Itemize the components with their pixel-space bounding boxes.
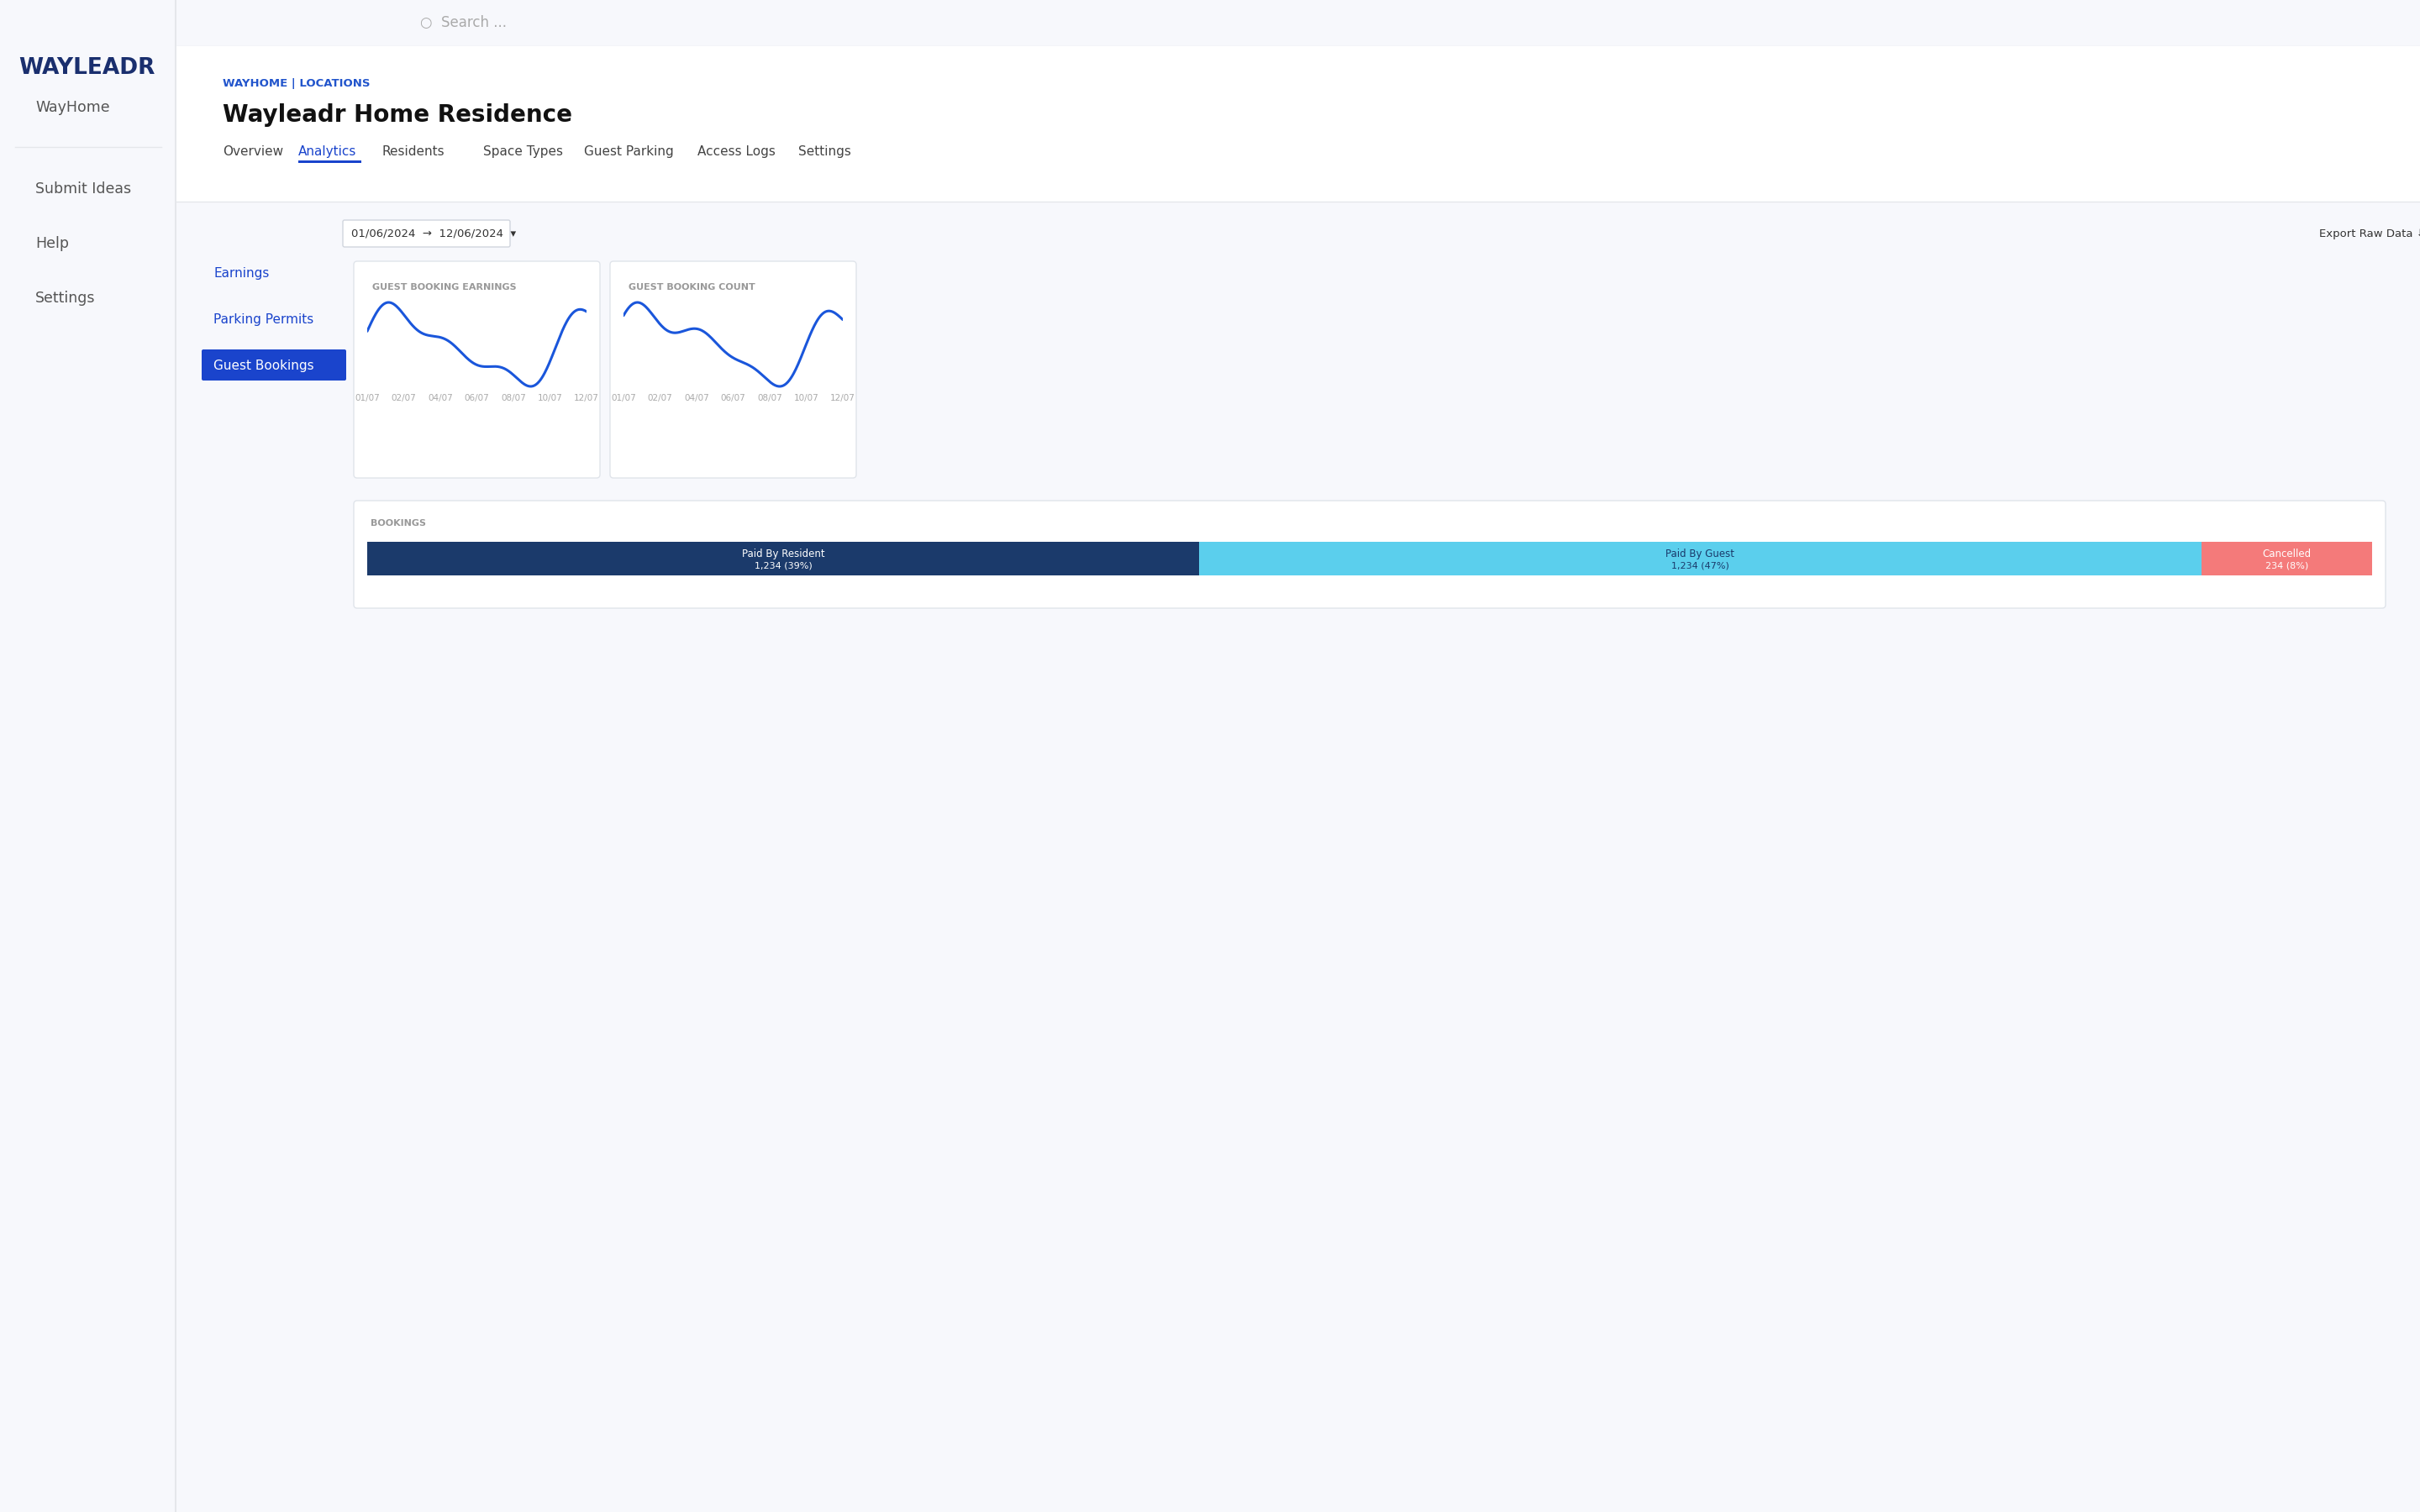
Text: WayHome: WayHome <box>36 100 109 115</box>
FancyBboxPatch shape <box>201 349 346 381</box>
Text: Export Raw Data ⬇: Export Raw Data ⬇ <box>2318 228 2420 239</box>
Text: BOOKINGS: BOOKINGS <box>370 519 426 528</box>
Text: 234 (8%): 234 (8%) <box>2265 561 2309 570</box>
Bar <box>368 541 1198 576</box>
Text: Wayleadr Home Residence: Wayleadr Home Residence <box>223 103 571 127</box>
Text: Parking Permits: Parking Permits <box>213 313 315 325</box>
FancyBboxPatch shape <box>353 500 2386 608</box>
Text: Guest Bookings: Guest Bookings <box>213 360 315 372</box>
Text: Submit Ideas: Submit Ideas <box>36 181 131 197</box>
Text: GUEST BOOKING COUNT: GUEST BOOKING COUNT <box>629 283 755 292</box>
Text: Guest Parking: Guest Parking <box>583 145 673 157</box>
Text: 1,234 (39%): 1,234 (39%) <box>755 561 813 570</box>
Text: WAYLEADR: WAYLEADR <box>19 57 155 79</box>
FancyBboxPatch shape <box>353 262 600 478</box>
Text: Paid By Resident: Paid By Resident <box>741 549 825 559</box>
Text: 1,234 (47%): 1,234 (47%) <box>1672 561 1730 570</box>
Text: Settings: Settings <box>799 145 852 157</box>
Text: Settings: Settings <box>36 290 94 305</box>
Bar <box>298 160 361 163</box>
Text: WAYHOME | LOCATIONS: WAYHOME | LOCATIONS <box>223 79 370 89</box>
Text: Space Types: Space Types <box>484 145 564 157</box>
Bar <box>177 47 2420 201</box>
Text: 1,234: 1,234 <box>629 319 707 343</box>
Text: Overview: Overview <box>223 145 283 157</box>
Text: Analytics: Analytics <box>298 145 356 157</box>
Text: $201,730: $201,730 <box>373 319 501 343</box>
Text: GUEST BOOKING EARNINGS: GUEST BOOKING EARNINGS <box>373 283 515 292</box>
Text: Paid By Guest: Paid By Guest <box>1665 549 1735 559</box>
Text: Help: Help <box>36 236 68 251</box>
FancyBboxPatch shape <box>610 262 857 478</box>
Text: Cancelled: Cancelled <box>2263 549 2311 559</box>
Text: ○  Search ...: ○ Search ... <box>421 15 506 30</box>
Text: Access Logs: Access Logs <box>697 145 774 157</box>
Text: 01/06/2024  →  12/06/2024  ▾: 01/06/2024 → 12/06/2024 ▾ <box>351 228 515 239</box>
Bar <box>1198 541 2202 576</box>
Text: Residents: Residents <box>382 145 445 157</box>
FancyBboxPatch shape <box>344 221 511 246</box>
Bar <box>2202 541 2372 576</box>
Text: Earnings: Earnings <box>213 266 269 280</box>
